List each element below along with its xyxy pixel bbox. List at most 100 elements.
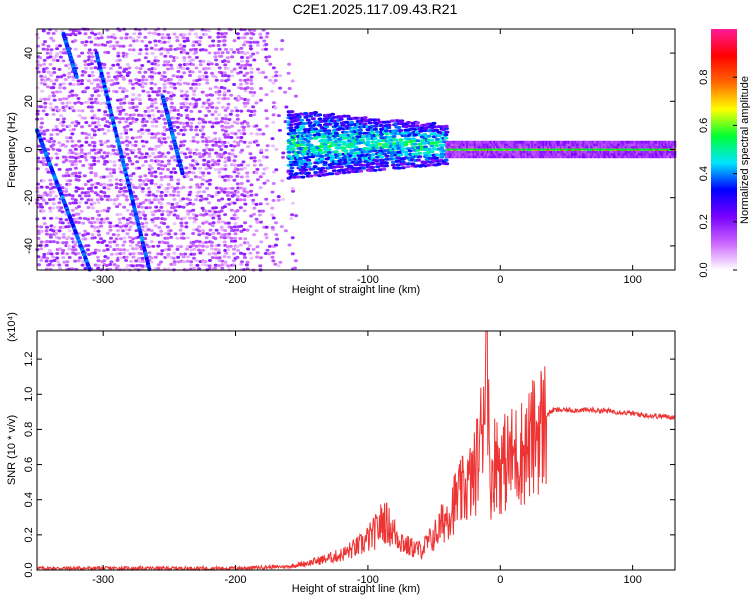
spectrogram-cell bbox=[146, 128, 151, 132]
spectrogram-cell bbox=[61, 235, 66, 239]
spectrogram-cell bbox=[121, 87, 126, 91]
spectrogram-cell bbox=[154, 120, 159, 124]
spectrogram-cell bbox=[265, 144, 270, 148]
spectrogram-cell bbox=[94, 97, 98, 101]
spectrogram-cell bbox=[259, 256, 263, 260]
spectrogram-cell bbox=[210, 148, 215, 152]
spectrogram-cell bbox=[159, 183, 164, 187]
spectrogram-cell bbox=[159, 175, 164, 179]
spectrogram-cell bbox=[62, 117, 66, 121]
spectrogram-cell bbox=[178, 78, 183, 82]
spectrogram-cell bbox=[137, 210, 141, 214]
spectrogram-cell bbox=[176, 182, 181, 186]
spectrogram-cell bbox=[193, 32, 198, 36]
spectrogram-cell bbox=[43, 101, 48, 105]
spectrogram-cell bbox=[68, 128, 73, 132]
spectrogram-cell bbox=[168, 193, 173, 197]
spectrogram-cell bbox=[159, 229, 164, 233]
spectrogram-cell bbox=[160, 152, 165, 156]
spectrogram-cell bbox=[55, 47, 60, 51]
spectrogram-cell bbox=[226, 264, 231, 268]
spectrogram-cell bbox=[149, 81, 154, 85]
spectrogram-cell bbox=[317, 123, 323, 127]
spectrogram-cell bbox=[187, 117, 192, 121]
spectrogram-cell bbox=[169, 170, 174, 174]
spectrogram-cell bbox=[118, 136, 123, 140]
spectrogram-cell bbox=[163, 79, 168, 83]
spectrogram-cell bbox=[63, 78, 68, 81]
spectrogram-cell bbox=[214, 151, 219, 155]
spectrogram-cell bbox=[36, 232, 41, 236]
spectrogram-cell bbox=[150, 124, 155, 128]
spectrogram-cell bbox=[45, 256, 50, 260]
spectrogram-cell bbox=[220, 197, 225, 201]
spectrogram-cell bbox=[180, 171, 185, 176]
snr-x-tick-label: -300 bbox=[92, 574, 114, 586]
spectrogram-cell bbox=[226, 178, 231, 182]
spectrogram-cell bbox=[108, 225, 113, 229]
spectrogram-cell bbox=[207, 209, 212, 213]
spectrogram-cell bbox=[165, 190, 170, 194]
spectrogram-cell bbox=[58, 55, 63, 59]
spectrogram-cell bbox=[203, 260, 208, 264]
spectrogram-cell bbox=[70, 151, 75, 155]
spectrogram-cell bbox=[255, 40, 260, 44]
spectrogram-cell bbox=[146, 60, 151, 64]
spectrogram-cell bbox=[372, 149, 378, 153]
spectrogram-cell bbox=[372, 137, 378, 140]
spectrogram-cell bbox=[238, 206, 243, 210]
spectrogram-cell bbox=[112, 248, 117, 252]
spectrogram-cell bbox=[44, 229, 49, 233]
spectrogram-cell bbox=[109, 252, 114, 256]
spectrogram-cell bbox=[379, 155, 385, 159]
spectrogram-cell bbox=[243, 104, 248, 108]
spectrogram-cell bbox=[118, 252, 123, 256]
spectrogram-cells bbox=[35, 27, 677, 272]
spectrogram-cell bbox=[230, 74, 235, 78]
spectrogram-cell bbox=[194, 102, 199, 106]
colorbar-tick-label: 0.6 bbox=[698, 118, 710, 133]
spectrogram-cell bbox=[216, 113, 221, 117]
spectrogram-cell bbox=[67, 124, 72, 128]
spectrogram-cell bbox=[100, 89, 105, 93]
spectrogram-cell bbox=[127, 156, 132, 160]
spectrogram-cell bbox=[197, 152, 202, 156]
spectrogram-cell bbox=[44, 243, 49, 247]
spectrogram-cell bbox=[219, 209, 224, 213]
spectrogram-cell bbox=[189, 178, 194, 182]
spectrogram-cell bbox=[188, 198, 192, 202]
spectrogram-cell bbox=[43, 191, 48, 195]
spectrogram-cell bbox=[124, 195, 129, 199]
spectrogram-cell bbox=[239, 175, 244, 179]
spectrogram-cell bbox=[287, 87, 292, 90]
spectrogram-cell bbox=[43, 79, 47, 82]
spectrogram-cell bbox=[403, 140, 409, 144]
spectrogram-cell bbox=[133, 194, 138, 198]
spectrogram-cell bbox=[48, 182, 53, 186]
spectrogram-cell bbox=[179, 94, 184, 98]
spectrogram-cell bbox=[198, 166, 203, 170]
spectrogram-cell bbox=[179, 217, 184, 221]
spectrogram-cell bbox=[99, 85, 104, 89]
spectrogram-cell bbox=[122, 97, 127, 101]
spectrogram-cell bbox=[195, 35, 200, 39]
spectrogram-cell bbox=[105, 120, 110, 124]
spectrogram-cell bbox=[216, 248, 221, 252]
spectrogram-cell bbox=[156, 132, 161, 135]
spectrogram-cell bbox=[232, 247, 236, 251]
spectrogram-cell bbox=[171, 74, 176, 78]
spectrogram-cell bbox=[173, 171, 178, 174]
spectrogram-cell bbox=[67, 75, 72, 79]
spectrogram-cell bbox=[367, 118, 373, 122]
spectrogram-cell bbox=[209, 244, 214, 248]
spectrogram-cell bbox=[199, 194, 203, 198]
spectrogram-cell bbox=[201, 74, 206, 78]
spectrogram-cell bbox=[291, 189, 295, 193]
spectrogram-cell bbox=[102, 239, 107, 243]
spectrogram-cell bbox=[407, 149, 413, 153]
spectrogram-cell bbox=[162, 217, 167, 221]
spectrogram-cell bbox=[251, 201, 256, 205]
spectrogram-cell bbox=[237, 129, 241, 133]
spectrogram-cell bbox=[206, 67, 211, 70]
spectrogram-cell bbox=[77, 175, 82, 179]
